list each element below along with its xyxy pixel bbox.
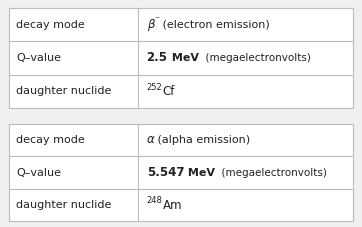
Text: (megaelectronvolts): (megaelectronvolts) [215, 168, 327, 178]
Text: MeV: MeV [168, 53, 199, 63]
Text: (electron emission): (electron emission) [159, 20, 270, 30]
Text: Q–value: Q–value [16, 53, 61, 63]
Text: α: α [147, 133, 154, 146]
Text: ⁻: ⁻ [154, 15, 159, 25]
Text: (megaelectronvolts): (megaelectronvolts) [199, 53, 311, 63]
Text: Am: Am [163, 199, 182, 212]
Text: MeV: MeV [184, 168, 215, 178]
Bar [9, 8, 353, 108]
Text: (alpha emission): (alpha emission) [154, 135, 251, 145]
Text: daughter nuclide: daughter nuclide [16, 86, 111, 96]
Text: daughter nuclide: daughter nuclide [16, 200, 111, 210]
Text: decay mode: decay mode [16, 135, 85, 145]
Bar [9, 124, 353, 221]
Text: Q–value: Q–value [16, 168, 61, 178]
Text: 2.5: 2.5 [147, 51, 168, 64]
Text: decay mode: decay mode [16, 20, 85, 30]
Text: β: β [147, 18, 154, 31]
Text: 248: 248 [147, 197, 163, 205]
Text: Cf: Cf [163, 85, 175, 98]
Text: 252: 252 [147, 83, 163, 91]
Text: 5.547: 5.547 [147, 166, 184, 179]
